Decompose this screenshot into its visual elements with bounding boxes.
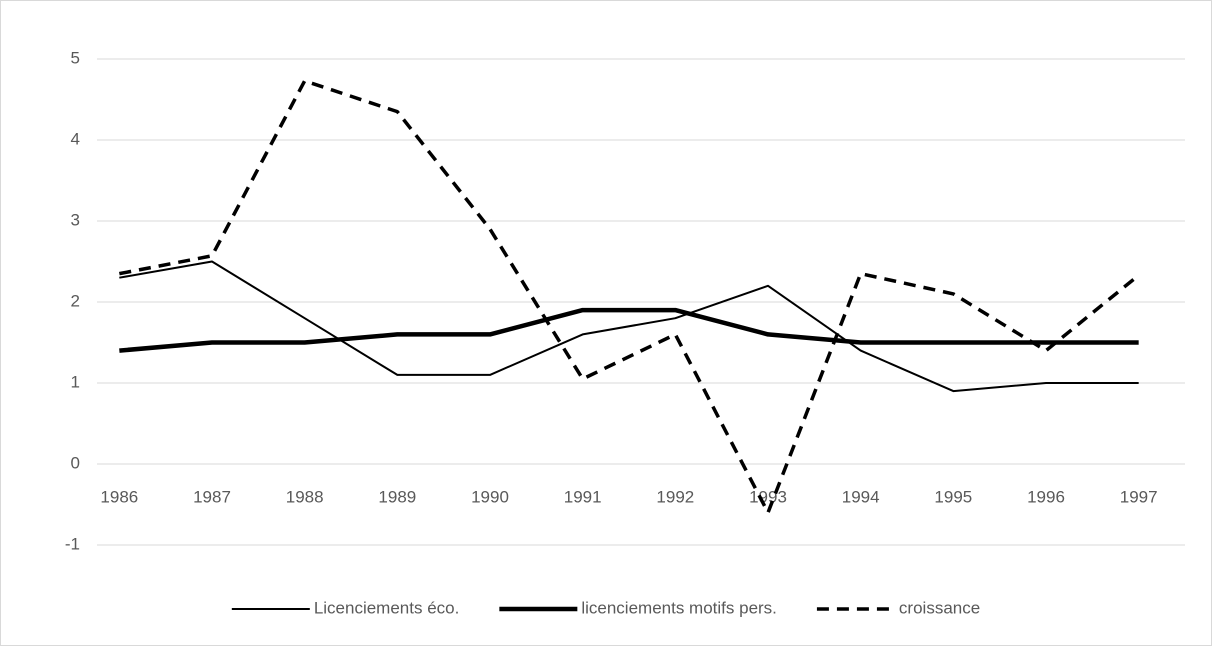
series-line (119, 79, 1140, 515)
legend-label: licenciements motifs pers. (581, 598, 777, 617)
y-tick-label: 5 (71, 48, 80, 67)
x-tick-label: 1996 (1027, 487, 1065, 506)
series-line (119, 307, 1139, 353)
x-tick-label: 1994 (842, 487, 880, 506)
x-tick-label: 1995 (934, 487, 972, 506)
x-tick-label: 1989 (378, 487, 416, 506)
x-tick-label: 1991 (564, 487, 602, 506)
x-tick-label: 1992 (656, 487, 694, 506)
x-tick-label: 1988 (286, 487, 324, 506)
legend-label: croissance (899, 598, 980, 617)
x-tick-label: 1987 (193, 487, 231, 506)
y-tick-label: 1 (71, 372, 80, 391)
x-tick-label: 1986 (100, 487, 138, 506)
y-tick-label: -1 (65, 534, 80, 553)
x-tick-label: 1997 (1120, 487, 1158, 506)
series-line (119, 260, 1139, 393)
y-tick-label: 3 (71, 210, 80, 229)
y-tick-label: 4 (71, 129, 80, 148)
x-tick-label: 1990 (471, 487, 509, 506)
y-tick-label: 2 (71, 291, 80, 310)
x-tick-label: 1993 (749, 487, 787, 506)
y-tick-label: 0 (71, 453, 80, 472)
legend-label: Licenciements éco. (314, 598, 460, 617)
